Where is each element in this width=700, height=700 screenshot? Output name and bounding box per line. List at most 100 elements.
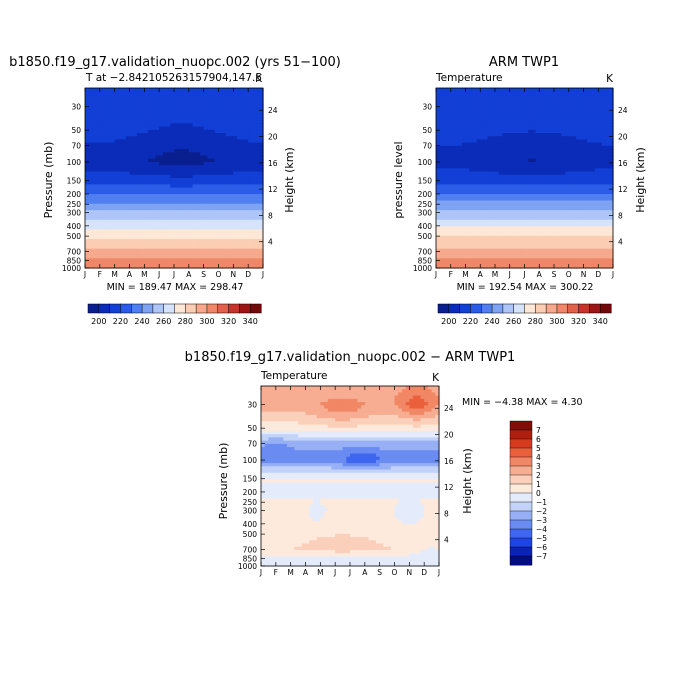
model-contour-cell xyxy=(148,120,153,124)
model-contour-cell xyxy=(229,190,234,195)
model-contour-cell xyxy=(203,155,208,160)
obs-contour-cell xyxy=(554,123,559,128)
obs-contour-cell xyxy=(524,139,529,144)
obs-contour-cell xyxy=(472,129,478,134)
model-ylabel-left: Pressure (mb) xyxy=(42,142,55,219)
obs-contour-cell xyxy=(579,190,585,195)
model-contour-cell xyxy=(251,123,257,128)
obs-contour-cell xyxy=(565,206,570,211)
obs-contour-cell xyxy=(458,194,463,198)
obs-contour-cell xyxy=(550,171,555,176)
obs-contour-cell xyxy=(524,142,529,147)
model-contour-cell xyxy=(203,255,208,259)
obs-contour-cell xyxy=(476,158,481,163)
model-contour-cell xyxy=(122,251,127,256)
model-contour-cell xyxy=(88,178,94,182)
obs-contour-cell xyxy=(561,113,566,118)
model-contour-cell xyxy=(148,171,153,176)
model-contour-cell xyxy=(181,158,186,163)
obs-contour-cell xyxy=(598,129,603,134)
model-contour-cell xyxy=(96,174,101,179)
model-contour-cell xyxy=(107,251,112,256)
obs-contour-cell xyxy=(550,97,555,102)
model-contour-cell xyxy=(211,203,216,208)
obs-contour-cell xyxy=(513,94,518,99)
model-contour-cell xyxy=(185,197,190,202)
obs-contour-cell xyxy=(554,155,559,160)
obs-contour-cell xyxy=(487,139,492,144)
obs-contour-cell xyxy=(554,94,559,99)
obs-contour-cell xyxy=(509,139,515,144)
obs-contour-cell xyxy=(506,232,511,237)
obs-contour-cell xyxy=(594,181,599,186)
obs-contour-cell xyxy=(502,223,507,227)
obs-contour-cell xyxy=(605,120,610,124)
obs-contour-cell xyxy=(498,110,503,115)
obs-contour-cell xyxy=(517,155,522,160)
model-contour-cell xyxy=(155,120,160,124)
model-contour-cell xyxy=(229,219,234,224)
model-contour-cell xyxy=(166,206,171,211)
model-contour-cell xyxy=(203,223,208,227)
obs-contour-cell xyxy=(443,155,448,160)
model-contour-cell xyxy=(133,155,138,160)
obs-contour-cell xyxy=(517,206,522,211)
model-contour-cell xyxy=(144,149,149,153)
model-contour-cell xyxy=(222,123,227,128)
model-contour-cell xyxy=(125,255,131,259)
model-contour-cell xyxy=(166,120,171,124)
model-contour-cell xyxy=(99,104,105,108)
model-contour-cell xyxy=(214,152,220,157)
model-contour-cell xyxy=(185,152,190,157)
model-contour-cell xyxy=(129,113,134,118)
model-contour-cell xyxy=(136,91,142,96)
model-contour-cell xyxy=(248,155,253,160)
obs-contour-cell xyxy=(520,232,526,237)
model-contour-cell xyxy=(199,210,205,214)
obs-contour-cell xyxy=(436,126,441,131)
obs-contour-cell xyxy=(601,110,607,115)
model-contour-cell xyxy=(188,152,194,157)
model-contour-cell xyxy=(255,149,260,153)
model-contour-cell xyxy=(122,133,127,137)
obs-contour-cell xyxy=(502,139,507,144)
obs-contour-cell xyxy=(524,113,529,118)
obs-contour-cell xyxy=(443,145,448,150)
obs-contour-cell xyxy=(583,100,588,105)
obs-contour-cell xyxy=(528,120,533,124)
obs-contour-cell xyxy=(605,210,610,214)
model-contour-cell xyxy=(166,158,171,163)
model-contour-cell xyxy=(185,110,190,115)
obs-contour-cell xyxy=(465,91,470,96)
obs-contour-cell xyxy=(557,174,562,179)
model-contour-cell xyxy=(162,235,168,240)
obs-contour-cell xyxy=(520,200,526,205)
obs-contour-cell xyxy=(480,158,485,163)
model-contour-cell xyxy=(148,200,153,205)
model-contour-cell xyxy=(110,190,116,195)
model-contour-cell xyxy=(107,100,112,105)
obs-contour-cell xyxy=(590,107,596,112)
model-contour-cell xyxy=(199,239,205,243)
obs-contour-cell xyxy=(524,232,529,237)
model-contour-cell xyxy=(110,232,116,237)
model-contour-cell xyxy=(207,88,212,92)
obs-contour-cell xyxy=(550,129,555,134)
model-contour-cell xyxy=(162,251,168,256)
obs-contour-cell xyxy=(450,110,456,115)
obs-contour-cell xyxy=(495,104,500,108)
model-contour-cell xyxy=(255,239,260,243)
obs-contour-cell xyxy=(531,223,537,227)
model-contour-cell xyxy=(240,261,246,266)
obs-contour-cell xyxy=(572,107,577,112)
obs-contour-cell xyxy=(461,229,467,234)
obs-contour-cell xyxy=(539,178,544,182)
model-contour-cell xyxy=(222,171,227,176)
obs-contour-cell xyxy=(583,129,588,134)
model-colorbar-swatch xyxy=(239,303,251,314)
obs-contour-cell xyxy=(476,184,481,189)
model-contour-cell xyxy=(248,261,253,266)
obs-contour-cell xyxy=(557,229,562,234)
model-contour-cell xyxy=(244,229,249,234)
obs-contour-cell xyxy=(491,129,496,134)
